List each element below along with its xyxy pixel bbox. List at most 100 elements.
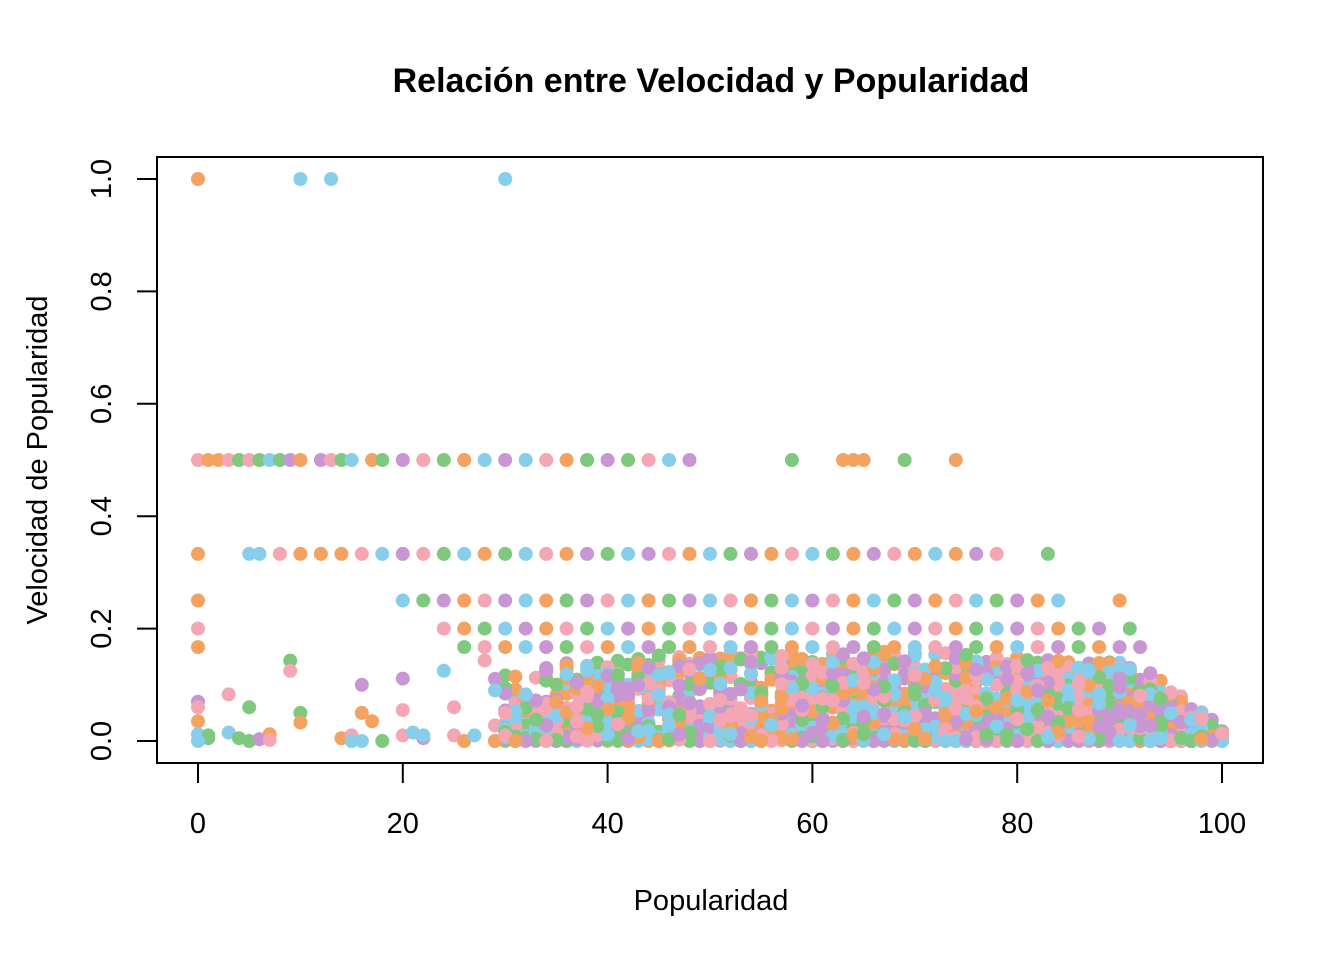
data-point [1102,724,1117,739]
data-point [621,710,636,725]
data-point [692,671,707,686]
data-point [825,593,840,608]
data-point [662,593,676,608]
data-point [744,621,758,636]
data-point [262,732,277,747]
data-point [928,683,943,698]
data-point [201,728,216,743]
data-point [559,667,574,682]
data-point [979,727,994,742]
data-point [498,453,513,467]
data-point [477,621,492,636]
x-tick-label: 80 [1001,808,1033,840]
data-point [436,593,451,608]
data-point [580,453,595,467]
data-point [1071,703,1086,717]
data-point [907,668,922,683]
data-point [518,593,533,608]
data-point [191,734,205,748]
data-point [887,673,902,688]
data-point [416,453,431,467]
data-point [887,593,902,608]
data-point [600,691,615,706]
data-point [1010,693,1025,708]
data-point [662,640,676,655]
data-point [784,546,799,561]
data-point [784,640,799,655]
data-point [621,593,636,608]
data-point [559,621,574,636]
data-point [641,621,656,636]
data-point [1163,706,1178,721]
data-point [907,682,922,697]
data-point [805,593,820,608]
data-point [631,724,646,739]
data-point [928,659,943,674]
data-point [334,453,349,467]
data-point [354,677,369,692]
data-point [283,453,298,467]
data-point [375,546,390,561]
data-point [621,700,636,715]
data-point [815,665,830,680]
data-point [191,172,205,186]
data-point [191,593,205,608]
data-point [191,640,205,655]
data-point [1215,726,1229,741]
data-point [1194,711,1209,726]
data-point [856,453,871,467]
data-point [641,453,656,467]
data-point [1092,670,1107,685]
data-point [293,715,308,730]
data-point [498,172,513,186]
data-point [979,691,994,706]
data-point [518,640,533,655]
data-point [846,728,861,742]
data-point [836,453,851,467]
data-point [866,682,881,697]
data-point [375,734,390,748]
data-point [272,453,287,467]
data-point [825,654,840,669]
data-point [1051,640,1066,655]
y-tick-label: 0.8 [86,271,118,311]
data-point [948,715,963,730]
data-point [590,707,605,722]
data-point [1000,727,1014,742]
data-point [1133,688,1148,703]
data-point [549,732,564,747]
data-point [313,546,328,561]
data-point [313,453,328,467]
data-point [795,698,810,713]
data-point [887,621,902,636]
data-point [488,671,502,686]
data-point [1020,733,1035,748]
data-point [580,640,595,655]
data-point [477,593,492,608]
data-point [436,453,451,467]
data-point [1143,697,1158,712]
data-point [508,734,523,748]
data-point [395,546,410,561]
data-point [774,701,789,716]
data-point [703,593,717,608]
data-point [457,640,472,655]
data-point [1040,730,1055,745]
data-point [1071,640,1086,655]
data-point [866,593,881,608]
data-point [856,727,871,742]
data-point [805,546,820,561]
data-point [610,717,625,732]
data-point [1071,621,1086,636]
data-point [283,653,298,668]
data-point [559,705,574,720]
data-point [191,714,205,729]
data-point [621,621,636,636]
data-point [897,732,912,747]
data-point [825,640,840,655]
data-point [324,172,339,186]
data-point [1010,621,1025,636]
data-point [293,705,308,720]
data-point [1030,593,1045,608]
data-point [969,593,984,608]
